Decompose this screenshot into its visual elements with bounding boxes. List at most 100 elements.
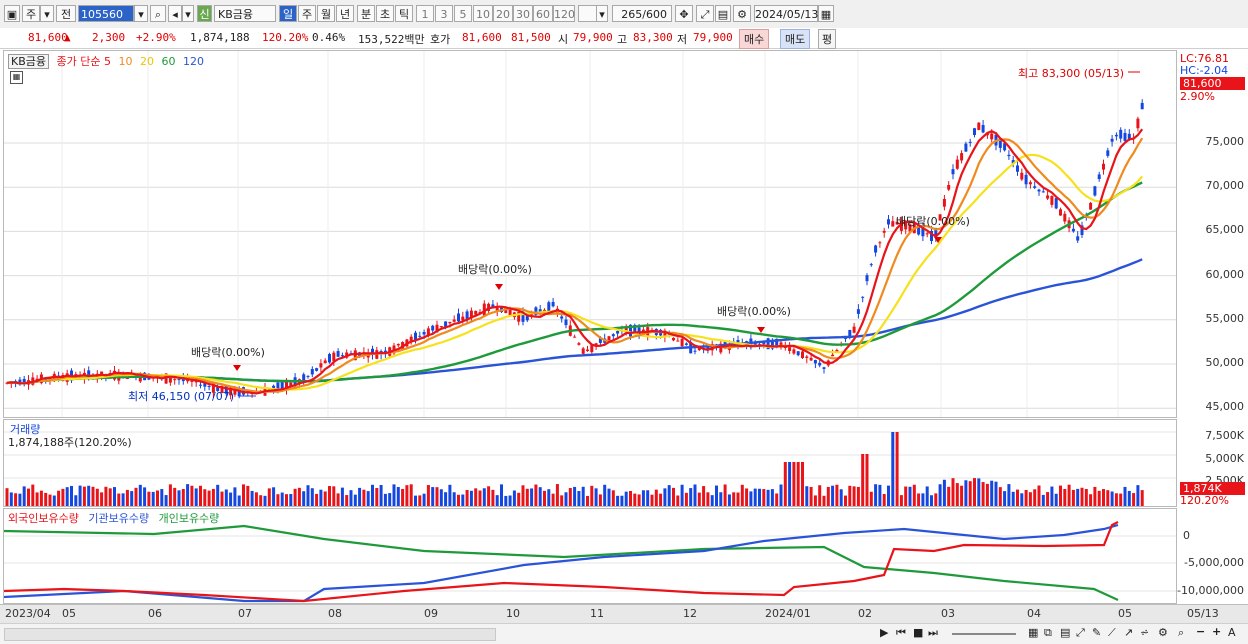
tf-week-button[interactable]: 주: [298, 5, 316, 22]
menu-dropdown-icon[interactable]: ▾: [182, 5, 194, 22]
num-10-button[interactable]: 10: [473, 5, 493, 22]
calendar-icon[interactable]: ▦: [818, 5, 834, 22]
candle-body: [831, 354, 835, 357]
price-chart-pane[interactable]: KB금융 종가 단순 5 10 20 60 120 ▦ 최고 83,300 (0…: [3, 50, 1177, 418]
candle-body: [233, 389, 237, 395]
filter-icon[interactable]: ⩫: [1140, 626, 1150, 639]
volume-bar: [551, 493, 555, 506]
candle-body: [1003, 143, 1007, 151]
volume-bar: [1093, 486, 1097, 506]
volume-bar: [173, 487, 177, 506]
volume-bar: [1007, 484, 1011, 506]
num-60-button[interactable]: 60: [533, 5, 553, 22]
volume-pane[interactable]: 거래량 1,874,188주(120.20%): [3, 419, 1177, 507]
candle-body: [672, 337, 675, 341]
draw-icon[interactable]: ⤢: [696, 5, 714, 22]
candle-body: [543, 309, 546, 311]
tf-month-button[interactable]: 월: [317, 5, 335, 22]
zoom-slider[interactable]: [952, 633, 1016, 635]
tf-year-button[interactable]: 년: [336, 5, 354, 22]
num-1-button[interactable]: 1: [416, 5, 434, 22]
stock-name-field[interactable]: KB금융: [214, 5, 276, 22]
rewind-icon[interactable]: ⏮: [896, 626, 906, 639]
compare-icon[interactable]: ⧉: [1044, 626, 1052, 639]
save-icon[interactable]: ▤: [715, 5, 731, 22]
num-120-button[interactable]: 120: [553, 5, 575, 22]
candle-body: [525, 314, 529, 321]
candle-body: [891, 221, 895, 227]
num-5-button[interactable]: 5: [454, 5, 472, 22]
volume-bar: [91, 486, 95, 506]
volume-bar: [629, 490, 632, 506]
buy-button[interactable]: 매수: [739, 29, 770, 49]
gear-icon[interactable]: ⚙: [733, 5, 751, 22]
dropdown-arrow-icon[interactable]: ▾: [40, 5, 54, 22]
code-dropdown-icon[interactable]: ▾: [134, 5, 148, 22]
auto-scale-icon[interactable]: A: [1228, 626, 1236, 639]
candle-body: [517, 312, 521, 322]
volume-bar: [194, 488, 198, 506]
volume-bar: [401, 488, 405, 506]
eval-button[interactable]: 평: [818, 29, 837, 49]
zoom-out-icon[interactable]: −: [1196, 625, 1206, 638]
crosshair-icon[interactable]: ✥: [675, 5, 693, 22]
volume-bar: [650, 494, 654, 506]
holders-pane[interactable]: 외국인보유수량 기관보유수량 개인보유수량: [3, 508, 1177, 604]
tf-minute-button[interactable]: 분: [357, 5, 375, 22]
fast-forward-icon[interactable]: ⏭: [928, 626, 938, 639]
volume-bar: [392, 484, 396, 506]
speaker-icon[interactable]: ◂: [168, 5, 182, 22]
stop-icon[interactable]: ■: [913, 626, 924, 639]
volume-bar: [444, 492, 448, 506]
date-label: 11: [590, 607, 604, 620]
tf-day-button[interactable]: 일: [279, 5, 297, 22]
blank-dropdown-icon[interactable]: ▾: [596, 5, 608, 22]
candle-body: [796, 351, 800, 356]
tf-tick-button[interactable]: 틱: [395, 5, 413, 22]
count-field[interactable]: 265/600: [612, 5, 672, 22]
date-field[interactable]: 2024/05/13: [754, 5, 818, 22]
num-30-button[interactable]: 30: [513, 5, 533, 22]
num-3-button[interactable]: 3: [435, 5, 453, 22]
volume-bar: [620, 495, 624, 506]
period-week-button[interactable]: 주: [22, 5, 40, 22]
layout-icon[interactable]: ▤: [1060, 626, 1071, 639]
horizontal-scrollbar[interactable]: [4, 628, 496, 641]
table-toggle-icon[interactable]: ▦: [10, 71, 23, 84]
volume-axis: 7,500K 5,000K 2,500K 1,874K 120.20%: [1177, 419, 1248, 507]
candle-body: [1011, 160, 1015, 164]
zoom-in-icon[interactable]: +: [1212, 625, 1222, 638]
candle-body: [955, 159, 959, 169]
candle-body: [1089, 202, 1093, 210]
candle-body: [242, 387, 245, 395]
candle-body: [422, 331, 426, 335]
stock-code-input[interactable]: 105560: [78, 5, 134, 22]
individual-holders-line: [4, 524, 1119, 601]
vol-current: 1,874K: [1180, 482, 1245, 495]
candle-body: [573, 336, 577, 338]
layout-icon[interactable]: ▣: [4, 5, 20, 22]
draw-icon[interactable]: ✎: [1092, 626, 1102, 639]
turnover-rate: 0.46%: [312, 31, 346, 44]
line-icon[interactable]: ⟋: [1108, 626, 1116, 639]
grid-icon[interactable]: ▦: [1028, 626, 1039, 639]
hold-tick-0: 0: [1183, 529, 1190, 542]
search-icon[interactable]: ⌕: [150, 5, 166, 22]
sell-button[interactable]: 매도: [780, 29, 811, 49]
expand-icon[interactable]: ⤢: [1076, 626, 1085, 639]
period-prev-button[interactable]: 전: [56, 5, 76, 22]
volume-bar: [224, 489, 228, 506]
volume-bar: [216, 484, 220, 506]
settings-icon[interactable]: ⚙: [1158, 626, 1168, 639]
volume-bar: [1140, 490, 1144, 506]
search-icon[interactable]: ⌕: [1178, 626, 1185, 639]
arrow-icon[interactable]: ↗: [1124, 626, 1134, 639]
volume-bar: [831, 485, 835, 506]
volume-bar: [1067, 484, 1071, 506]
candle-body: [1080, 225, 1084, 236]
tf-second-button[interactable]: 초: [376, 5, 394, 22]
volume-bar: [637, 494, 641, 506]
volume-bar: [917, 493, 921, 506]
num-20-button[interactable]: 20: [493, 5, 513, 22]
scroll-right-icon[interactable]: ▶: [880, 626, 889, 639]
